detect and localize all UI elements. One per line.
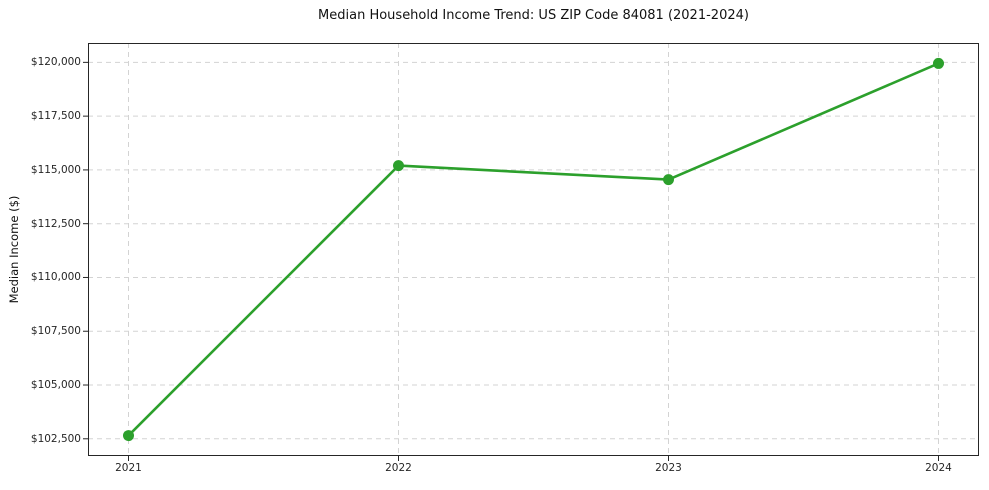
y-tick-label: $107,500 [30,325,81,338]
x-tick-label: 2023 [655,462,682,474]
line-chart-canvas [83,43,979,461]
x-tick-label: 2021 [115,462,142,474]
y-tick-label: $110,000 [30,271,81,284]
y-tick-label: $120,000 [30,56,81,69]
plot-border [88,43,979,456]
data-point-2021 [123,430,134,442]
data-point-2022 [393,160,404,172]
chart-title: Median Household Income Trend: US ZIP Co… [318,8,749,23]
data-point-2024 [933,57,944,69]
y-tick-label: $117,500 [30,110,81,123]
x-tick-label: 2024 [925,462,952,474]
y-tick-label: $102,500 [30,432,81,445]
trend-line [127,62,940,437]
x-tick-label: 2022 [385,462,412,474]
y-axis-label: Median Income ($) [7,195,21,304]
plot-area [83,43,979,461]
y-tick-label: $112,500 [30,217,81,230]
data-point-2023 [663,174,674,186]
y-tick-label: $115,000 [30,163,81,176]
y-tick-label: $105,000 [30,379,81,392]
